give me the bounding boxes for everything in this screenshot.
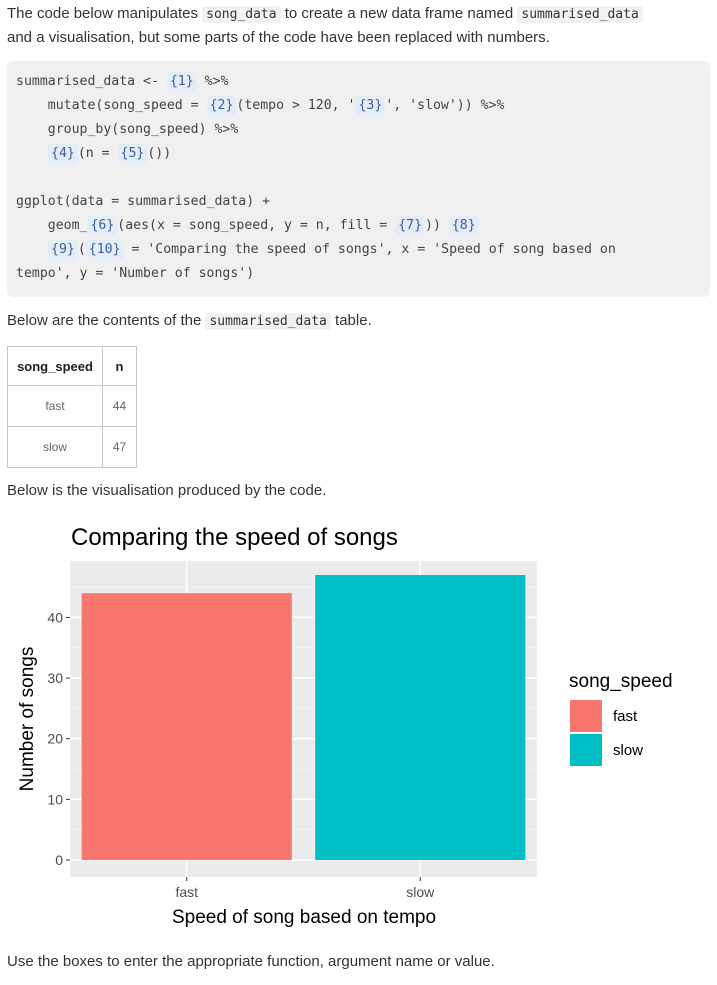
- blank-5[interactable]: {5}: [117, 144, 148, 164]
- y-axis: 0 10 20 30 40: [47, 609, 70, 868]
- legend-key-fast: [570, 700, 602, 732]
- bar-chart: Comparing the speed of songs 0 10 20 30 40 f…: [17, 524, 673, 928]
- bars: [81, 575, 526, 860]
- table-header-row: song_speed n: [7, 346, 137, 386]
- table-row: fast 44: [7, 385, 137, 427]
- y-tick-label: 10: [47, 791, 63, 807]
- legend-title: song_speed: [569, 671, 673, 692]
- x-axis: fast slow: [175, 877, 435, 900]
- summarised-data-table: song_speed n fast 44 slow 47: [7, 346, 137, 468]
- x-tick-label: slow: [406, 884, 435, 900]
- blank-9[interactable]: {9}: [48, 240, 78, 260]
- y-axis-title: Number of songs: [17, 647, 38, 792]
- header-n: n: [102, 346, 137, 386]
- blank-10[interactable]: {10}: [85, 240, 124, 260]
- legend: song_speed fast slow: [569, 671, 673, 766]
- code-line-5: ggplot(data = summarised_data) +: [16, 194, 271, 209]
- code-summarised-data-2: summarised_data: [205, 313, 331, 330]
- code-line-3: group_by(song_speed) %>%: [16, 122, 239, 137]
- visualisation-intro: Below is the visualisation produced by t…: [7, 482, 327, 499]
- bar-slow: [315, 575, 526, 860]
- intro-paragraph: The code below manipulates song_data to …: [7, 2, 643, 49]
- bar-fast: [81, 593, 292, 860]
- blank-3[interactable]: {3}: [355, 96, 386, 116]
- intro-text-2: to create a new data frame named: [280, 5, 518, 22]
- code-line-8: tempo', y = 'Number of songs'): [16, 266, 255, 281]
- legend-key-slow: [570, 734, 602, 766]
- cell-n: 47: [102, 426, 137, 468]
- footer-instructions: Use the boxes to enter the appropriate f…: [7, 953, 495, 970]
- y-tick-label: 30: [47, 670, 63, 686]
- code-line-1: summarised_data <- {1} %>%: [16, 72, 228, 92]
- chart-title: Comparing the speed of songs: [71, 524, 398, 551]
- x-axis-title: Speed of song based on tempo: [172, 907, 436, 928]
- code-line-6: geom_ {6} (aes(x = song_speed, y = n, fill…: [16, 216, 479, 236]
- cell-speed: fast: [7, 385, 103, 427]
- table-intro: Below are the contents of the summarised…: [7, 312, 372, 330]
- code-block: summarised_data <- {1} %>% mutate(song_s…: [7, 61, 710, 297]
- blank-1[interactable]: {1}: [166, 72, 197, 92]
- code-line-4: {4} (n = {5}()): [48, 144, 171, 164]
- cell-speed: slow: [7, 426, 103, 468]
- code-summarised-data: summarised_data: [517, 6, 643, 23]
- x-tick-label: fast: [175, 884, 198, 900]
- intro-text-1: The code below manipulates: [7, 5, 203, 22]
- blank-6[interactable]: {6}: [87, 216, 118, 236]
- blank-4[interactable]: {4}: [48, 144, 78, 164]
- legend-label: slow: [613, 742, 643, 759]
- y-tick-label: 40: [47, 609, 63, 625]
- y-tick-label: 20: [47, 731, 63, 747]
- blank-2[interactable]: {2}: [206, 96, 237, 116]
- intro-text-3: and a visualisation, but some parts of t…: [7, 29, 550, 46]
- y-tick-label: 0: [55, 852, 63, 868]
- table-row: slow 47: [7, 426, 137, 468]
- legend-label: fast: [613, 708, 638, 725]
- header-song-speed: song_speed: [7, 346, 103, 386]
- code-line-7: {9}({10} = 'Comparing the speed of songs…: [48, 240, 616, 260]
- code-line-2: mutate(song_speed = {2} (tempo > 120, ' {3…: [16, 96, 504, 116]
- cell-n: 44: [102, 385, 137, 427]
- code-song-data: song_data: [202, 6, 281, 23]
- blank-8[interactable]: {8}: [448, 216, 479, 236]
- blank-7[interactable]: {7}: [395, 216, 426, 236]
